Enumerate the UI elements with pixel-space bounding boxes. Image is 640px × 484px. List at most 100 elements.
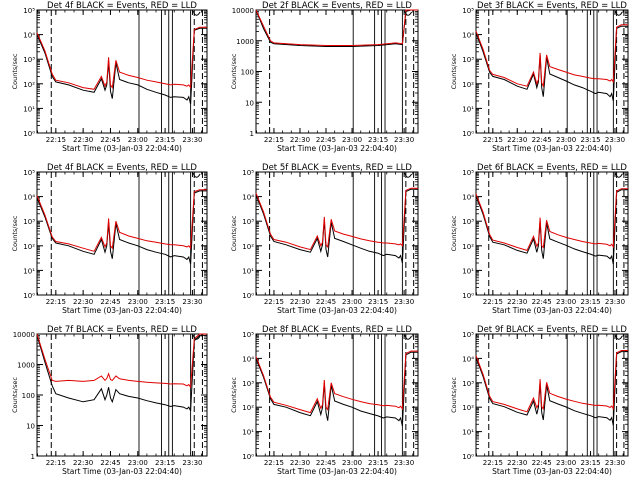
x-axis-label: Start Time (03-Jan-03 22:04:40) — [62, 306, 182, 315]
x-tick-label: 23:30 — [394, 136, 414, 144]
y-tick-label: 1 — [31, 453, 35, 461]
panel-title: Det 2f BLACK = Events, RED = LLD — [262, 1, 412, 11]
x-tick-label: 22:30 — [290, 298, 310, 306]
panel-title: Det 4f BLACK = Events, RED = LLD — [47, 163, 197, 173]
y-axis-label: Counts/sec — [11, 53, 19, 89]
x-tick-label: 23:30 — [605, 298, 625, 306]
marker-curl-icon — [404, 10, 413, 16]
x-tick-label: 22:30 — [73, 136, 93, 144]
series-line-events — [255, 351, 418, 427]
y-tick-label: 10¹ — [23, 267, 35, 275]
series-line-lld — [255, 350, 418, 414]
y-tick-label: 10¹ — [462, 105, 474, 113]
x-tick-label: 22:30 — [290, 136, 310, 144]
y-tick-label: 10³ — [23, 218, 35, 226]
panel-title: Det 5f BLACK = Events, RED = LLD — [262, 163, 412, 173]
x-tick-label: 23:30 — [394, 459, 414, 467]
x-tick-label: 23:30 — [394, 298, 414, 306]
x-axis-label: Start Time (03-Jan-03 22:04:40) — [277, 306, 397, 315]
x-tick-label: 23:15 — [155, 459, 175, 467]
marker-curl-icon — [404, 172, 413, 178]
y-tick-label: 10³ — [462, 56, 474, 64]
y-tick-label: 10 — [26, 423, 35, 431]
x-tick-label: 22:45 — [100, 459, 120, 467]
y-tick-label: 10³ — [242, 380, 254, 388]
marker-curl-icon — [614, 10, 623, 16]
y-tick-label: 10³ — [462, 380, 474, 388]
x-tick-label: 22:45 — [100, 298, 120, 306]
x-tick-label: 23:30 — [182, 459, 202, 467]
x-tick-label: 23:00 — [342, 459, 362, 467]
y-tick-label: 10² — [242, 243, 254, 251]
chart-panel-3: Det 3f BLACK = Events, RED = LLD 10⁰ 10¹ 10… — [450, 1, 629, 153]
series-line-events — [475, 189, 628, 265]
y-tick-label: 10² — [462, 404, 474, 412]
y-tick-label: 10⁴ — [23, 194, 35, 202]
marker-curl-icon — [404, 334, 413, 340]
x-axis-label: Start Time (03-Jan-03 22:04:40) — [62, 467, 182, 476]
chart-panel-5: Det 5f BLACK = Events, RED = LLD 10⁰ 10¹ 10… — [230, 163, 419, 315]
x-tick-label: 22:15 — [264, 459, 284, 467]
x-tick-label: 22:30 — [507, 459, 527, 467]
x-tick-label: 23:00 — [128, 298, 148, 306]
y-tick-label: 10000 — [232, 7, 254, 15]
y-tick-label: 10⁰ — [23, 130, 35, 138]
x-axis-label: Start Time (03-Jan-03 22:04:40) — [492, 144, 612, 153]
x-tick-label: 23:15 — [580, 459, 600, 467]
x-tick-label: 22:15 — [46, 298, 66, 306]
x-tick-label: 22:15 — [264, 298, 284, 306]
panel-title: Det 9f BLACK = Events, RED = LLD — [477, 325, 627, 335]
x-tick-label: 23:30 — [605, 459, 625, 467]
y-tick-label: 100 — [241, 69, 254, 77]
y-tick-label: 10³ — [23, 56, 35, 64]
y-tick-label: 10⁰ — [462, 453, 474, 461]
y-tick-label: 10⁰ — [462, 292, 474, 300]
x-tick-label: 22:45 — [316, 298, 336, 306]
series-line-lld — [475, 24, 628, 89]
x-tick-label: 22:45 — [316, 459, 336, 467]
series-line-events — [475, 25, 628, 102]
x-tick-label: 22:45 — [100, 136, 120, 144]
y-axis-label: Counts/sec — [230, 53, 238, 89]
series-line-events — [36, 190, 207, 265]
x-tick-label: 22:30 — [507, 136, 527, 144]
x-tick-label: 23:15 — [580, 298, 600, 306]
x-tick-label: 22:45 — [532, 459, 552, 467]
y-tick-label: 10² — [242, 404, 254, 412]
series-line-lld — [475, 188, 628, 252]
x-tick-label: 23:00 — [342, 298, 362, 306]
chart-panel-1: Det 4f BLACK = Events, RED = LLD 10⁰ 10¹ 10… — [11, 1, 208, 153]
y-tick-label: 10³ — [462, 218, 474, 226]
x-axis-label: Start Time (03-Jan-03 22:04:40) — [492, 306, 612, 315]
y-tick-label: 10¹ — [462, 429, 474, 437]
x-tick-label: 23:00 — [128, 136, 148, 144]
panel-title: Det 7f BLACK = Events, RED = LLD — [47, 325, 197, 335]
y-tick-label: 100 — [22, 392, 35, 400]
chart-panel-8: Det 8f BLACK = Events, RED = LLD 10⁰ 10¹ 10… — [230, 325, 419, 476]
y-tick-label: 10⁵ — [462, 169, 474, 177]
x-axis-label: Start Time (03-Jan-03 22:04:40) — [62, 144, 182, 153]
x-tick-label: 23:15 — [155, 136, 175, 144]
chart-panel-7: Det 7f BLACK = Events, RED = LLD 1 10 100 10… — [11, 325, 208, 476]
x-tick-label: 22:30 — [290, 459, 310, 467]
plot-frame — [36, 9, 208, 134]
chart-panel-6: Det 6f BLACK = Events, RED = LLD 10⁰ 10¹ 10… — [450, 163, 629, 315]
y-axis-label: Counts/sec — [450, 53, 458, 89]
series-line-events — [36, 334, 207, 412]
x-tick-label: 23:00 — [128, 459, 148, 467]
y-tick-label: 10⁵ — [23, 7, 35, 15]
y-tick-label: 10² — [462, 243, 474, 251]
series-line-lld — [36, 333, 207, 389]
y-tick-label: 10⁰ — [23, 292, 35, 300]
y-tick-label: 10¹ — [242, 267, 254, 275]
y-tick-label: 10⁵ — [23, 169, 35, 177]
x-tick-label: 22:15 — [46, 459, 66, 467]
x-axis-label: Start Time (03-Jan-03 22:04:40) — [277, 467, 397, 476]
x-tick-label: 22:45 — [316, 136, 336, 144]
marker-curl-icon — [614, 172, 623, 178]
series-line-events — [36, 27, 207, 105]
panel-title: Det 3f BLACK = Events, RED = LLD — [477, 1, 627, 11]
y-tick-label: 10⁵ — [242, 169, 254, 177]
y-tick-label: 10² — [462, 81, 474, 89]
